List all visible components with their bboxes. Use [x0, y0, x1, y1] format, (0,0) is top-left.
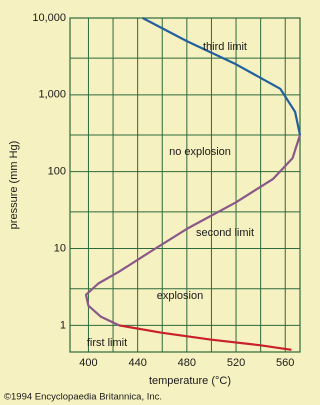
plot-frame: [69, 17, 301, 353]
curve: [119, 324, 292, 351]
x-tick-label: 440: [128, 357, 146, 369]
x-axis-title: temperature (°C): [149, 375, 231, 387]
x-tick-label: 400: [79, 357, 97, 369]
y-tick-label: 10: [54, 242, 66, 254]
x-tick-label: 520: [227, 357, 245, 369]
curve-label: second limit: [196, 227, 254, 239]
region-label: no explosion: [169, 146, 231, 158]
curve-label: first limit: [87, 337, 127, 349]
credit: ©1994 Encyclopaedia Britannica, Inc.: [4, 392, 162, 403]
curve: [84, 134, 302, 327]
y-tick-label: 10,000: [32, 12, 66, 24]
y-axis-title: pressure (mm Hg): [8, 141, 20, 230]
y-tick-label: 1,000: [38, 89, 66, 101]
curve-label: third limit: [203, 41, 247, 53]
x-tick-label: 560: [276, 357, 294, 369]
region-label: explosion: [157, 290, 203, 302]
y-tick-label: 1: [60, 319, 66, 331]
curve: [142, 17, 302, 136]
y-tick-label: 100: [48, 166, 66, 178]
x-tick-label: 480: [178, 357, 196, 369]
